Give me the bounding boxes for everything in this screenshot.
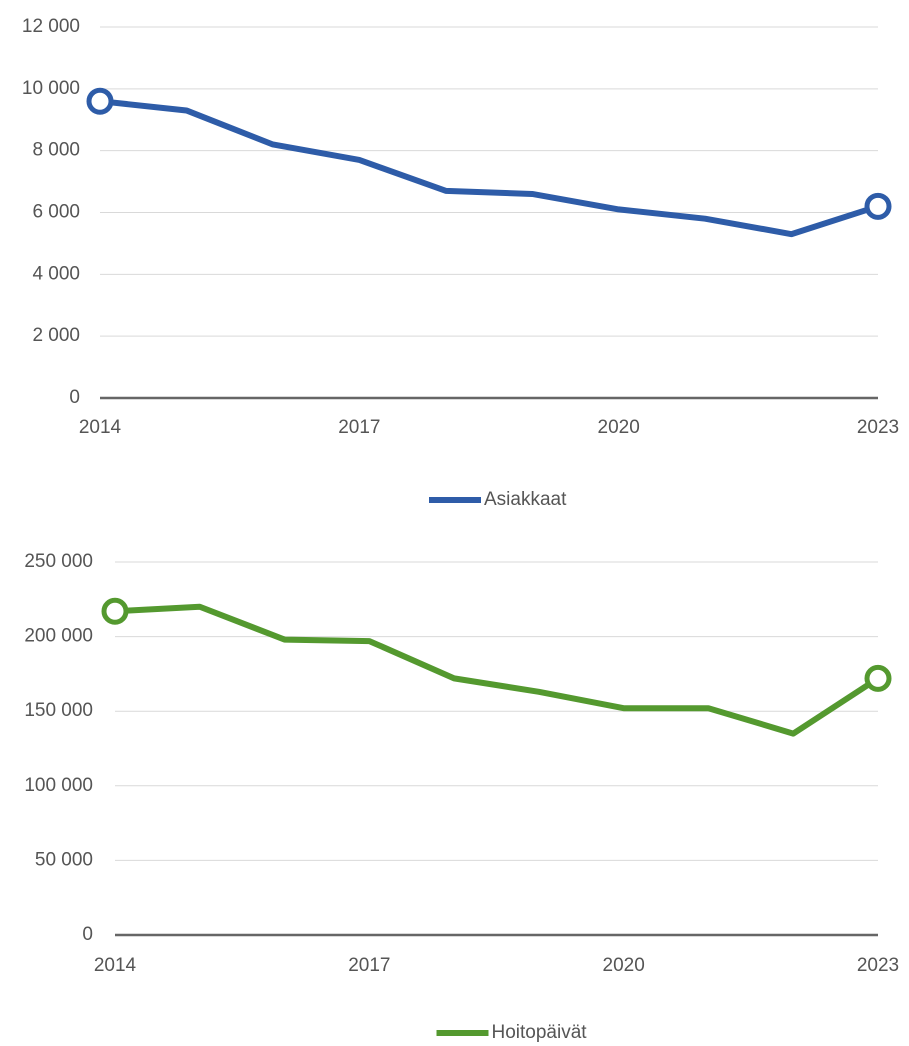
y-tick-label: 0 <box>69 387 80 408</box>
legend-label: Hoitopäivät <box>492 1022 588 1043</box>
x-tick-label: 2014 <box>79 417 122 438</box>
x-tick-label: 2020 <box>598 417 640 438</box>
y-tick-label: 8 000 <box>32 140 80 161</box>
x-tick-label: 2023 <box>857 417 899 438</box>
y-tick-label: 50 000 <box>35 849 93 870</box>
x-tick-label: 2023 <box>857 955 899 976</box>
y-tick-label: 200 000 <box>24 626 93 647</box>
legend-label: Asiakkaat <box>484 489 567 510</box>
y-tick-label: 6 000 <box>32 202 80 223</box>
end-marker <box>86 87 114 115</box>
y-tick-label: 250 000 <box>24 551 93 572</box>
y-tick-label: 10 000 <box>22 78 80 99</box>
y-tick-label: 4 000 <box>32 263 80 284</box>
y-tick-label: 150 000 <box>24 700 93 721</box>
end-marker <box>864 192 892 220</box>
x-tick-label: 2020 <box>603 955 645 976</box>
data-line <box>99 98 879 238</box>
end-marker <box>101 597 129 625</box>
data-line <box>114 603 880 737</box>
y-tick-label: 100 000 <box>24 775 93 796</box>
x-tick-label: 2014 <box>94 955 137 976</box>
end-marker <box>864 664 892 692</box>
y-tick-label: 2 000 <box>32 325 80 346</box>
y-tick-label: 0 <box>82 924 93 945</box>
x-tick-label: 2017 <box>348 955 390 976</box>
y-tick-label: 12 000 <box>22 16 80 37</box>
x-tick-label: 2017 <box>338 417 380 438</box>
